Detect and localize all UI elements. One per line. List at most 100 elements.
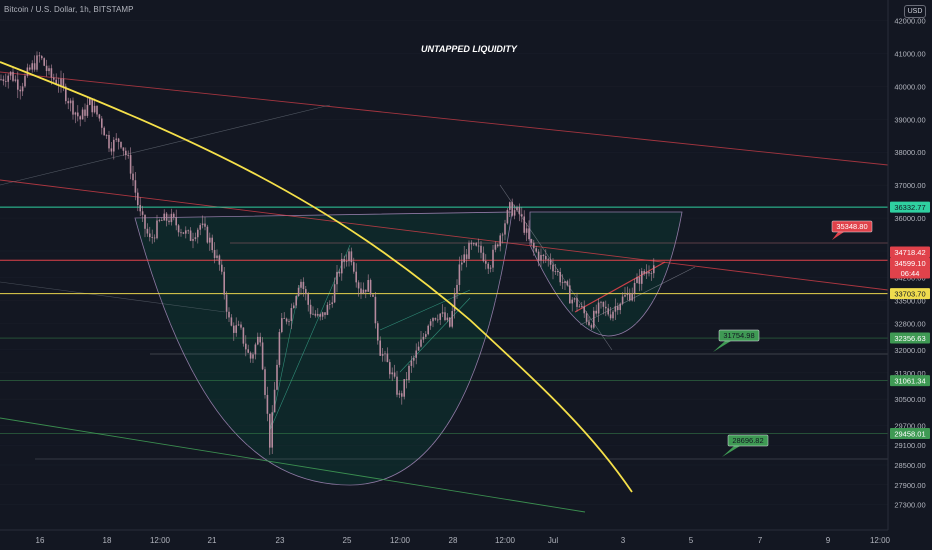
- candle-body: [233, 325, 235, 333]
- level-tag: [890, 257, 930, 269]
- candle-body: [197, 229, 199, 238]
- time-tick-label: 28: [449, 536, 458, 545]
- candle-body: [365, 289, 367, 292]
- candle-body: [427, 325, 429, 335]
- candle-body: [557, 271, 559, 273]
- time-axis[interactable]: [0, 530, 888, 550]
- candle-body: [137, 192, 139, 206]
- candle-body: [24, 75, 26, 87]
- candle-body: [69, 100, 72, 104]
- candle-body: [144, 214, 146, 229]
- candle-body: [506, 209, 509, 224]
- candle-body: [528, 228, 530, 240]
- time-tick-label: 3: [621, 536, 626, 545]
- candle-body: [302, 281, 305, 290]
- candle-body: [458, 264, 461, 285]
- level-tag-label: 34718.42: [894, 248, 925, 257]
- candle-body: [648, 271, 650, 274]
- candle-body: [569, 285, 571, 304]
- price-tick-label: 32800.00: [894, 319, 925, 328]
- candle-body: [369, 280, 372, 295]
- callout-pointer: [832, 232, 844, 240]
- candle-body: [146, 228, 149, 234]
- candle-body: [245, 343, 247, 350]
- candle-body: [81, 109, 84, 120]
- price-tick-label: 41000.00: [894, 49, 925, 58]
- level-tag-label: 36332.77: [894, 203, 925, 212]
- candle-body: [204, 223, 206, 227]
- candle-body: [153, 237, 156, 239]
- candle-body: [345, 261, 348, 262]
- candle-body: [554, 271, 557, 272]
- candle-body: [185, 230, 187, 234]
- candle-body: [470, 242, 473, 245]
- candle-body: [295, 296, 297, 306]
- candle-body: [55, 79, 57, 85]
- candle-body: [180, 232, 182, 234]
- candle-body: [199, 225, 201, 230]
- candle-body: [393, 372, 396, 377]
- candle-body: [108, 134, 110, 149]
- candle-body: [624, 295, 626, 297]
- candle-body: [437, 319, 439, 321]
- candle-body: [264, 369, 266, 395]
- candle-body: [125, 150, 127, 156]
- price-tick-label: 30500.00: [894, 395, 925, 404]
- grey-trendline-2: [0, 281, 226, 313]
- candle-body: [357, 282, 360, 289]
- candle-body: [564, 281, 566, 283]
- time-tick-label: 12:00: [495, 536, 516, 545]
- candle-body: [542, 255, 545, 257]
- large-cup-pattern: [134, 211, 513, 486]
- candle-body: [348, 251, 350, 262]
- candle-body: [338, 271, 341, 274]
- price-tick-label: 29100.00: [894, 441, 925, 450]
- candle-body: [110, 148, 113, 152]
- candle-body: [211, 237, 213, 251]
- candle-body: [593, 310, 595, 328]
- price-tick-label: 39000.00: [894, 115, 925, 124]
- candle-body: [494, 244, 497, 250]
- candle-body: [645, 271, 648, 274]
- callout-label: 35348.80: [836, 222, 867, 231]
- candle-body: [501, 234, 504, 236]
- level-tag: [890, 201, 930, 213]
- candle-body: [48, 68, 50, 72]
- candle-body: [372, 294, 374, 297]
- candle-body: [367, 280, 369, 292]
- candle-body: [631, 293, 633, 301]
- symbol-legend[interactable]: Bitcoin / U.S. Dollar, 1h, BITSTAMP: [4, 5, 134, 14]
- candle-body: [595, 310, 597, 314]
- grid-layer: [0, 0, 888, 505]
- candle-body: [650, 273, 653, 275]
- candle-body: [17, 79, 19, 90]
- candle-body: [53, 77, 55, 80]
- candle-body: [74, 112, 77, 115]
- candle-body: [84, 109, 86, 116]
- candle-body: [513, 210, 516, 216]
- candle-body: [19, 89, 21, 92]
- candle-body: [456, 284, 458, 294]
- candle-body: [273, 389, 276, 413]
- currency-badge[interactable]: USD: [904, 5, 926, 18]
- candle-body: [396, 376, 398, 395]
- candle-body: [161, 220, 163, 221]
- candle-body: [43, 58, 45, 66]
- candle-body: [535, 248, 537, 252]
- callout-label: 28696.82: [732, 436, 763, 445]
- candle-body: [602, 301, 605, 307]
- time-tick-label: 21: [208, 536, 217, 545]
- candle-body: [516, 206, 518, 211]
- candle-body: [33, 63, 36, 70]
- level-tag: [890, 288, 930, 300]
- candle-body: [314, 313, 317, 316]
- candle-body: [408, 365, 410, 380]
- candle-body: [590, 325, 593, 328]
- candle-body: [420, 339, 422, 347]
- candle-body: [499, 235, 501, 247]
- candle-body: [489, 267, 492, 269]
- candle-body: [60, 78, 62, 86]
- candle-body: [127, 155, 129, 156]
- candle-body: [297, 287, 300, 297]
